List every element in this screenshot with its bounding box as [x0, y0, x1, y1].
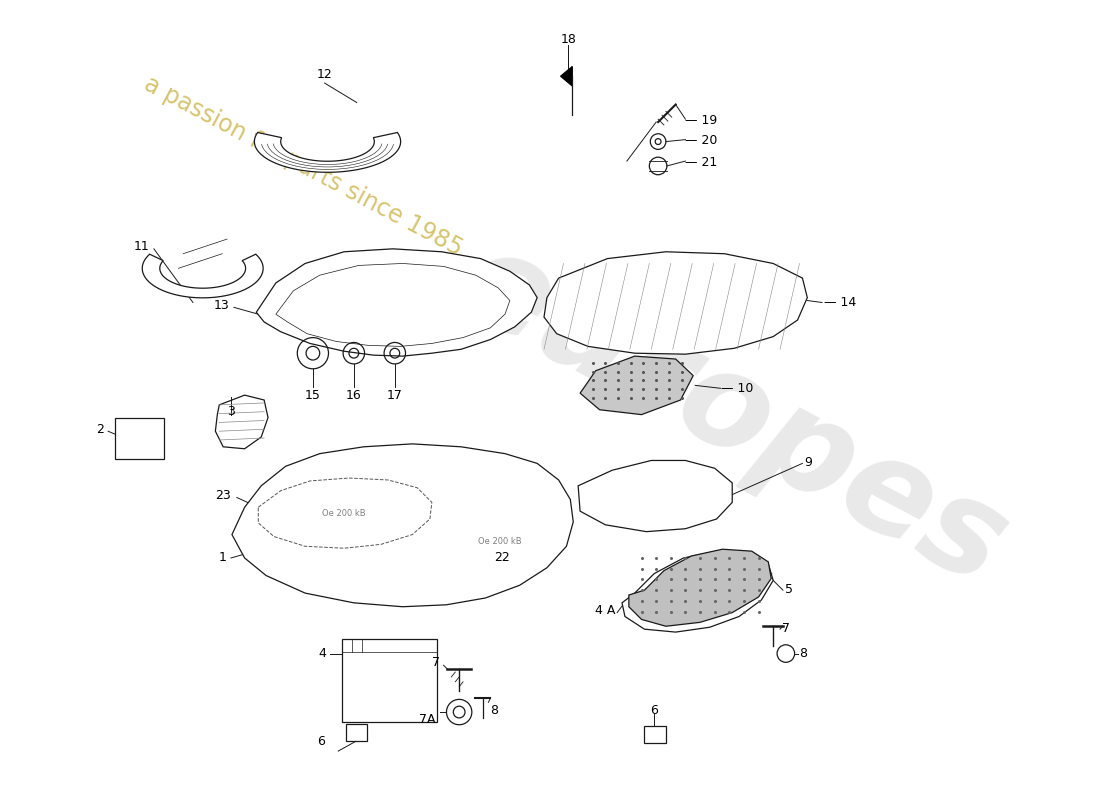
Text: 12: 12: [317, 68, 332, 81]
Polygon shape: [544, 252, 807, 354]
Polygon shape: [621, 551, 773, 632]
Text: 7A: 7A: [419, 714, 436, 726]
Text: 16: 16: [346, 389, 362, 402]
Text: 23: 23: [216, 489, 231, 502]
Text: Oe 200 kB: Oe 200 kB: [322, 509, 366, 518]
Polygon shape: [256, 249, 537, 356]
Text: Oe 200 kB: Oe 200 kB: [478, 537, 521, 546]
Text: europes: europes: [437, 218, 1027, 613]
Polygon shape: [254, 133, 400, 172]
Polygon shape: [629, 550, 771, 626]
Text: 18: 18: [561, 33, 576, 46]
Text: 7: 7: [431, 656, 440, 669]
Text: a passion for parts since 1985: a passion for parts since 1985: [140, 71, 466, 260]
Text: 15: 15: [305, 389, 321, 402]
Polygon shape: [142, 254, 263, 298]
Bar: [645, 726, 665, 743]
Polygon shape: [561, 66, 572, 86]
Text: 4 A: 4 A: [595, 604, 615, 617]
Text: 11: 11: [133, 240, 150, 254]
Text: 3: 3: [227, 406, 235, 418]
Text: 7: 7: [782, 622, 790, 634]
Bar: [346, 724, 367, 742]
Text: 6: 6: [650, 704, 658, 717]
Polygon shape: [232, 444, 573, 606]
Text: 22: 22: [494, 551, 510, 565]
Text: — 21: — 21: [685, 155, 717, 169]
Text: 5: 5: [785, 582, 793, 596]
Text: 2: 2: [97, 422, 104, 436]
Text: 13: 13: [213, 299, 229, 312]
Text: — 20: — 20: [685, 134, 718, 147]
Text: — 10: — 10: [722, 382, 754, 394]
Text: 6: 6: [317, 735, 324, 748]
Text: 1: 1: [218, 551, 227, 565]
Text: 9: 9: [804, 456, 812, 469]
Text: — 14: — 14: [824, 296, 856, 309]
Polygon shape: [580, 356, 693, 414]
Text: 8: 8: [491, 704, 498, 717]
Polygon shape: [579, 461, 733, 532]
Text: 8: 8: [800, 647, 807, 660]
Text: 17: 17: [387, 389, 403, 402]
Text: 4: 4: [319, 647, 327, 660]
Text: — 19: — 19: [685, 114, 717, 126]
